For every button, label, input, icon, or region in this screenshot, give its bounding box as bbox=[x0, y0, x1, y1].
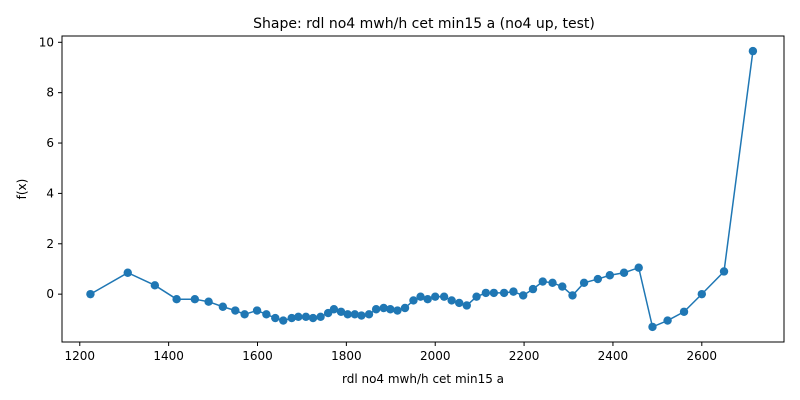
x-axis-label: rdl no4 mwh/h cet min15 a bbox=[342, 372, 504, 386]
data-point bbox=[393, 306, 402, 315]
data-point bbox=[431, 292, 440, 301]
y-tick-label: 10 bbox=[39, 35, 54, 49]
data-point bbox=[568, 291, 577, 300]
data-point bbox=[509, 287, 518, 296]
data-point bbox=[379, 303, 388, 313]
data-point bbox=[719, 267, 729, 276]
x-tick-label: 1600 bbox=[242, 349, 273, 363]
data-point bbox=[262, 310, 271, 319]
data-point bbox=[190, 294, 200, 304]
x-axis-ticks: 1200 1400 1600 1800 2000 2200 2400 2600 bbox=[64, 342, 717, 363]
data-point bbox=[123, 268, 132, 277]
data-point bbox=[329, 305, 339, 314]
data-point bbox=[308, 313, 318, 323]
y-tick-label: 2 bbox=[46, 237, 54, 251]
data-point bbox=[648, 322, 657, 332]
series-line bbox=[90, 51, 754, 328]
x-tick-label: 2200 bbox=[509, 349, 540, 363]
x-tick-label: 2000 bbox=[420, 349, 451, 363]
y-tick-label: 4 bbox=[46, 186, 54, 200]
data-point bbox=[364, 310, 374, 319]
data-point bbox=[472, 292, 481, 301]
data-point bbox=[593, 274, 603, 284]
data-point bbox=[489, 288, 499, 298]
data-point bbox=[204, 297, 213, 306]
data-point bbox=[218, 302, 228, 311]
series-points bbox=[86, 46, 758, 332]
y-axis-label: f(x) bbox=[15, 179, 29, 200]
data-point bbox=[455, 298, 464, 308]
data-point bbox=[271, 313, 280, 323]
x-tick-label: 1800 bbox=[331, 349, 362, 363]
data-point bbox=[619, 268, 629, 277]
data-point bbox=[409, 296, 418, 305]
data-point bbox=[336, 307, 346, 316]
data-point bbox=[294, 312, 303, 322]
data-point bbox=[481, 288, 491, 298]
data-point bbox=[386, 305, 395, 314]
data-point bbox=[371, 305, 381, 314]
data-point bbox=[172, 294, 181, 304]
data-point bbox=[697, 289, 706, 299]
data-point bbox=[579, 278, 589, 288]
data-point bbox=[150, 281, 160, 290]
y-tick-label: 6 bbox=[46, 136, 54, 150]
data-point bbox=[748, 46, 758, 56]
data-point bbox=[528, 284, 538, 294]
data-point bbox=[416, 292, 425, 301]
data-point bbox=[538, 277, 547, 286]
y-tick-label: 8 bbox=[46, 86, 54, 100]
data-point bbox=[605, 271, 615, 280]
chart-title: Shape: rdl no4 mwh/h cet min15 a (no4 up… bbox=[253, 16, 595, 32]
data-point bbox=[518, 291, 528, 300]
plot-frame bbox=[61, 35, 785, 343]
data-point bbox=[287, 313, 296, 323]
data-point bbox=[279, 316, 288, 325]
data-point bbox=[423, 294, 432, 304]
data-point bbox=[240, 310, 249, 319]
data-point bbox=[343, 310, 352, 319]
data-point bbox=[548, 278, 557, 288]
data-point bbox=[86, 289, 95, 299]
x-tick-label: 2400 bbox=[598, 349, 629, 363]
data-point bbox=[439, 292, 449, 301]
data-point bbox=[558, 282, 567, 291]
x-tick-label: 1400 bbox=[153, 349, 184, 363]
x-tick-label: 1200 bbox=[64, 349, 95, 363]
data-point bbox=[462, 301, 471, 310]
data-point bbox=[400, 303, 410, 313]
data-point bbox=[231, 306, 240, 315]
y-axis-ticks: 0 2 4 6 8 10 bbox=[39, 35, 62, 301]
data-point bbox=[499, 288, 509, 298]
data-point bbox=[316, 312, 325, 322]
data-point bbox=[634, 263, 643, 272]
y-tick-label: 0 bbox=[46, 287, 54, 301]
data-point bbox=[301, 312, 311, 322]
data-point bbox=[679, 307, 689, 316]
data-point bbox=[357, 311, 366, 320]
data-point bbox=[252, 306, 262, 315]
data-point bbox=[350, 310, 359, 319]
x-tick-label: 2600 bbox=[687, 349, 718, 363]
data-point bbox=[663, 316, 672, 325]
data-point bbox=[447, 296, 456, 305]
